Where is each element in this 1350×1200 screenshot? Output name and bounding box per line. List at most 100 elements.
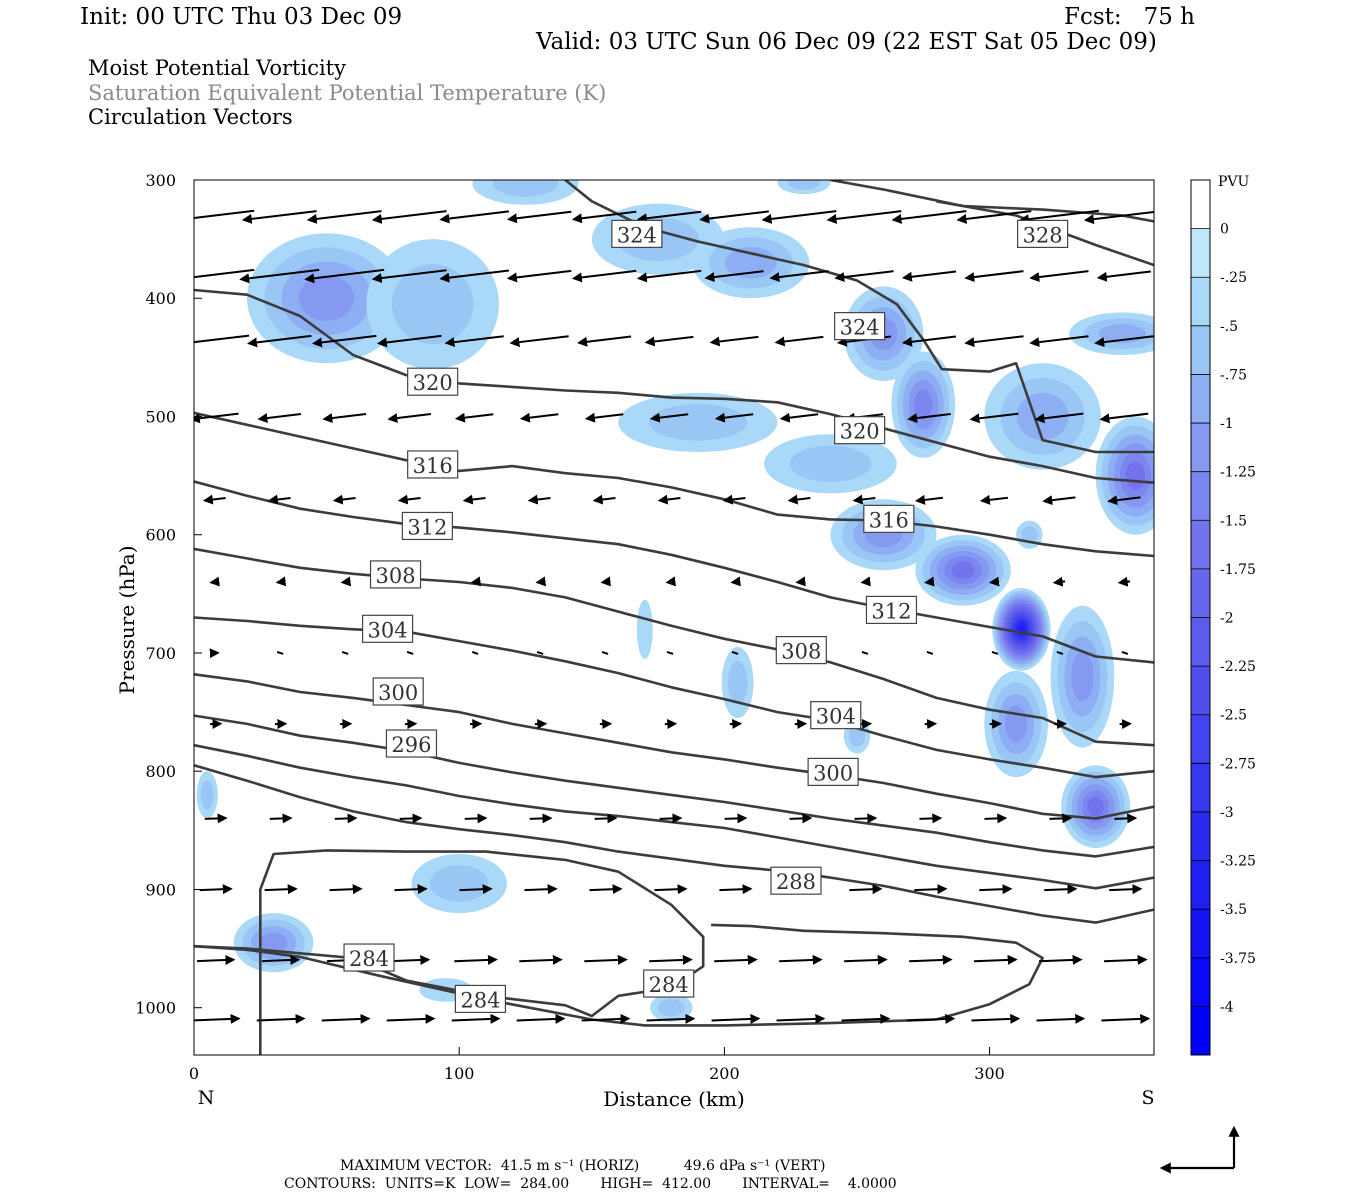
circulation-vector: [464, 813, 488, 824]
pv-shade: [492, 180, 559, 197]
theta-e-contour: [194, 673, 1154, 820]
circulation-vector: [1083, 210, 1154, 225]
circulation-vector: [600, 576, 611, 587]
contour-label-box: [369, 560, 422, 589]
circulation-vector: [907, 412, 951, 423]
circulation-vector: [891, 210, 967, 224]
init-time: Init: 00 UTC Thu 03 Dec 09: [80, 4, 403, 30]
circulation-vector: [194, 412, 239, 424]
circulation-vector: [247, 334, 312, 348]
colorbar-bin: [1191, 568, 1210, 618]
circulation-vector: [275, 576, 287, 587]
contour-label: 304: [816, 705, 856, 729]
pv-colorbar: 0 -.25 -.5 -.75 -1 -1.25 -1.5 -1.75 -2 -2.25 -2.5 -…: [1190, 179, 1256, 1056]
colorbar-tick-label: -1.25: [1220, 465, 1256, 481]
pv-shade: [259, 932, 288, 953]
circulation-vector: [1103, 954, 1148, 965]
contour-label: 284: [349, 947, 389, 971]
circulation-vector: [535, 576, 547, 587]
contour-info: CONTOURS: UNITS=K LOW= 284.00 HIGH= 412.…: [284, 1176, 897, 1192]
circulation-vector: [841, 1013, 891, 1024]
circulation-vector: [276, 651, 284, 655]
circulation-vector: [471, 651, 479, 655]
circulation-vector: [789, 813, 813, 824]
x-tick-label: 100: [444, 1064, 475, 1083]
contour-label-box: [407, 367, 459, 396]
circulation-vector: [1042, 495, 1076, 506]
theta-e-contour: [194, 923, 1044, 1027]
circulation-vector: [714, 954, 758, 965]
circulation-vector: [979, 884, 1013, 895]
contour-label: 288: [776, 870, 816, 894]
circulation-vector: [529, 813, 553, 824]
max-vector-note: MAXIMUM VECTOR: 41.5 m s⁻¹ (HORIZ) 49.6 …: [340, 1158, 826, 1174]
pv-shading: [196, 180, 1154, 1022]
circulation-vector: [394, 884, 428, 895]
theta-e-contour: [194, 411, 1154, 558]
colorbar-tick-label: -2.25: [1220, 659, 1256, 675]
reference-vector-icon: [1159, 1125, 1240, 1174]
circulation-vector: [709, 335, 759, 347]
circulation-vector: [1114, 813, 1138, 824]
contour-label-box: [343, 943, 395, 972]
circulation-vector: [516, 1013, 566, 1024]
circulation-vector: [779, 954, 823, 965]
theta-e-contour: [194, 743, 1154, 890]
colorbar-bin: [1191, 714, 1210, 764]
circulation-vector: [919, 813, 943, 824]
circulation-vector: [577, 335, 632, 347]
contour-label: 316: [413, 454, 453, 478]
contour-label-box: [407, 450, 459, 479]
y-tick-label: 400: [145, 289, 176, 308]
circulation-vector: [524, 884, 558, 895]
circulation-vector: [969, 412, 1019, 424]
circulation-vector: [914, 884, 948, 895]
colorbar-bin: [1191, 763, 1210, 812]
circulation-vector: [964, 270, 1024, 283]
circulation-vector: [239, 268, 320, 284]
circulation-vector: [269, 813, 293, 824]
circulation-vector: [724, 813, 748, 824]
circulation-vector: [536, 651, 544, 655]
colorbar-bin: [1191, 617, 1210, 667]
contour-label: 320: [840, 420, 880, 444]
circulation-vector: [795, 576, 806, 587]
circulation-vector: [844, 954, 888, 965]
theta-e-contours: [194, 180, 1154, 1055]
y-tick-label: 800: [145, 762, 176, 781]
circulation-vector: [654, 884, 688, 895]
contour-label: 296: [391, 733, 431, 757]
south-label: S: [1141, 1087, 1154, 1109]
circulation-vector: [451, 1013, 501, 1024]
contour-label-box: [775, 636, 827, 665]
y-tick-label: 300: [145, 171, 176, 190]
colorbar-bin: [1191, 860, 1210, 910]
pv-shade: [1021, 525, 1038, 544]
circulation-vector: [956, 210, 1032, 224]
circulation-vector: [594, 813, 618, 824]
x-tick-label: 200: [709, 1064, 740, 1083]
contour-label-box: [1017, 219, 1069, 248]
colorbar-bin: [1191, 423, 1210, 472]
circulation-vector: [459, 884, 493, 895]
circulation-vector: [387, 412, 432, 423]
circulation-vector: [1121, 651, 1129, 655]
colorbar-bin: [1191, 228, 1210, 278]
circulation-vector: [971, 1013, 1021, 1024]
contour-label-box: [863, 504, 915, 533]
colorbar-tick-label: -.25: [1220, 270, 1247, 286]
contour-label-box: [807, 757, 859, 786]
colorbar-tick-label: -3.75: [1220, 951, 1256, 967]
contour-label: 316: [869, 508, 909, 532]
theta-e-contour: [564, 180, 1154, 454]
colorbar-tick-label: -3.5: [1220, 902, 1247, 918]
circulation-vector: [264, 884, 298, 895]
contour-label: 328: [1023, 223, 1063, 247]
circulation-vector: [984, 813, 1008, 824]
circulation-vector: [261, 955, 301, 965]
circulation-vector: [194, 209, 255, 220]
circulation-vector: [636, 210, 702, 224]
theta-e-contour: [194, 764, 1154, 924]
contour-label-box: [834, 416, 886, 445]
contour-label-box: [454, 984, 507, 1014]
